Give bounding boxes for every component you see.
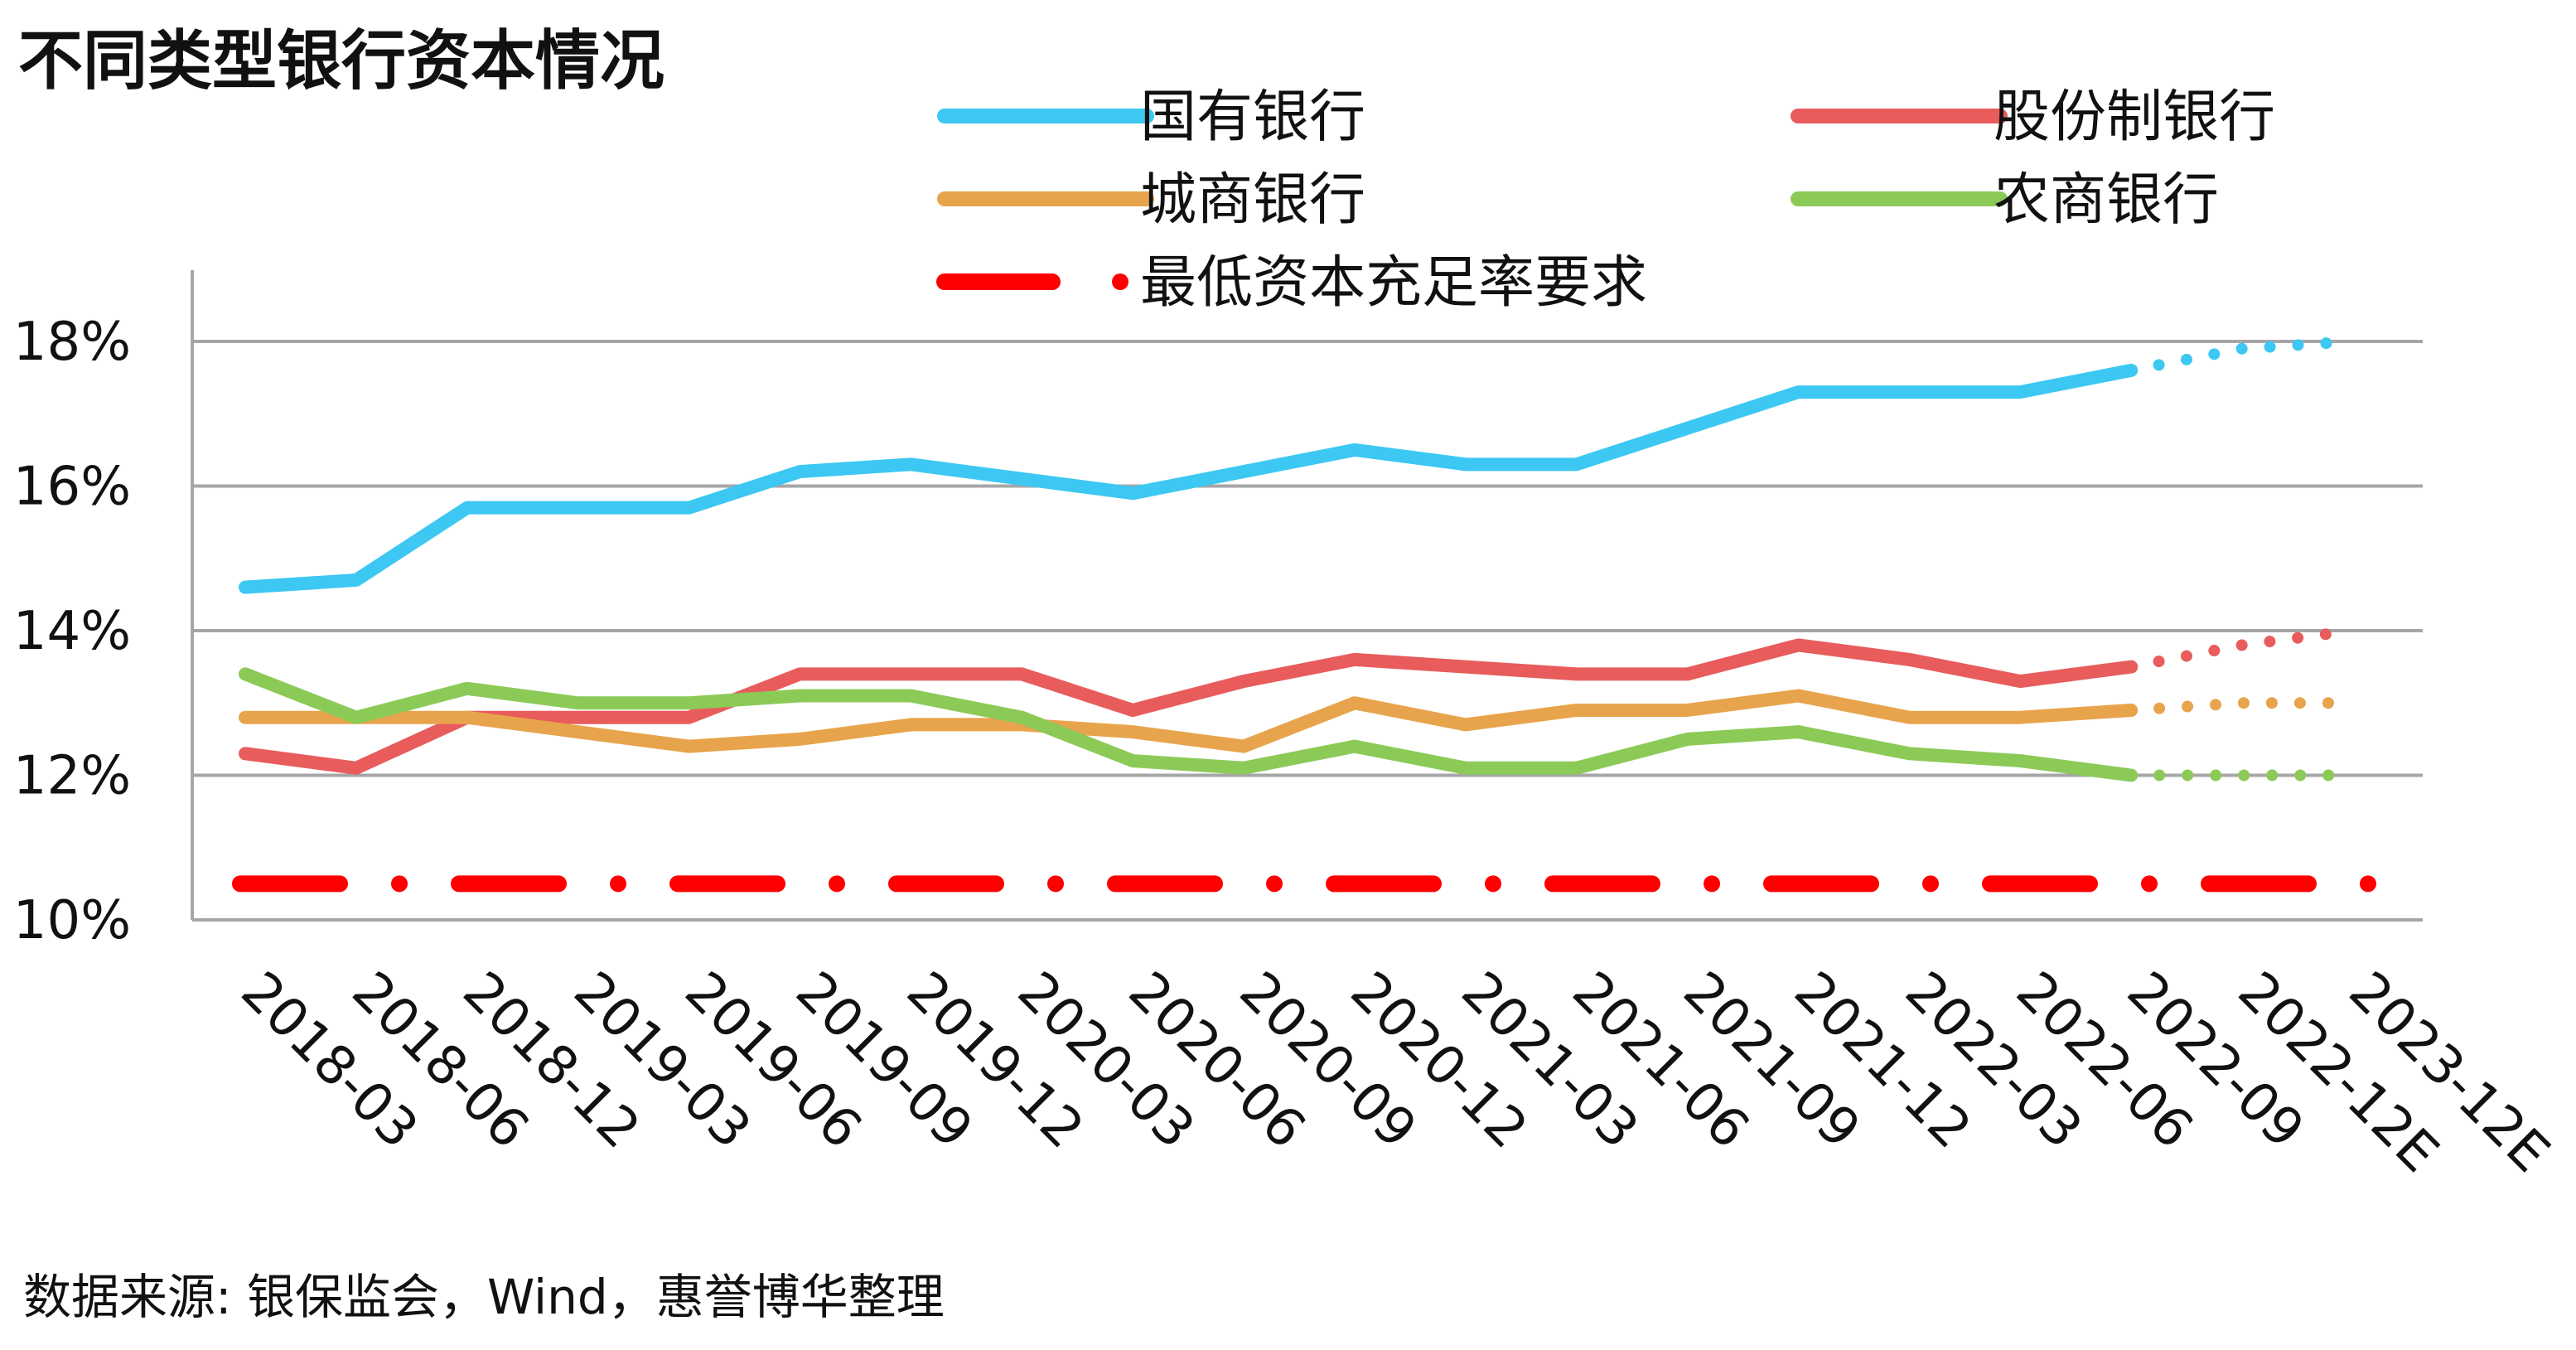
series-projection — [2125, 336, 2359, 376]
y-tick-label: 14% — [13, 601, 131, 662]
series-projection — [2125, 697, 2359, 716]
x-axis-ticks: 2018-032018-062018-122019-032019-062019-… — [230, 960, 2561, 1184]
series-1 — [239, 336, 2359, 594]
legend-label: 国有银行 — [1140, 85, 1365, 150]
axes — [191, 270, 2423, 922]
series-line — [239, 363, 2139, 594]
y-tick-label: 16% — [13, 457, 131, 518]
chart-title: 不同类型银行资本情况 — [18, 24, 665, 99]
series-line — [239, 638, 2139, 775]
legend-item-2: 股份制银行 — [1791, 85, 2275, 150]
series-4 — [239, 667, 2359, 782]
legend-label: 最低资本充足率要求 — [1140, 250, 1647, 316]
source-note: 数据来源: 银保监会，Wind，惠誉博华整理 — [23, 1269, 945, 1325]
series-3 — [239, 689, 2359, 753]
y-tick-label: 18% — [13, 312, 131, 373]
y-axis-ticks: 10% 12% 14% 16% 18% — [13, 312, 131, 951]
legend-item-3: 城商银行 — [937, 167, 1365, 233]
legend-label: 股份制银行 — [1994, 85, 2275, 150]
gridlines — [192, 340, 2423, 777]
legend-item-5: 最低资本充足率要求 — [936, 250, 1647, 316]
series-layer — [232, 336, 2406, 893]
y-tick-label: 12% — [13, 746, 131, 807]
legend-swatch-dot — [1112, 273, 1129, 290]
series-2 — [239, 625, 2359, 775]
series-line — [239, 689, 2139, 753]
legend-item-1: 国有银行 — [937, 85, 1365, 150]
series-projection — [2125, 625, 2359, 673]
legend-item-4: 农商银行 — [1791, 167, 2219, 233]
legend-label: 农商银行 — [1994, 167, 2219, 233]
legend-label: 城商银行 — [1140, 167, 1365, 233]
series-line — [239, 667, 2139, 782]
y-tick-label: 10% — [13, 890, 131, 951]
